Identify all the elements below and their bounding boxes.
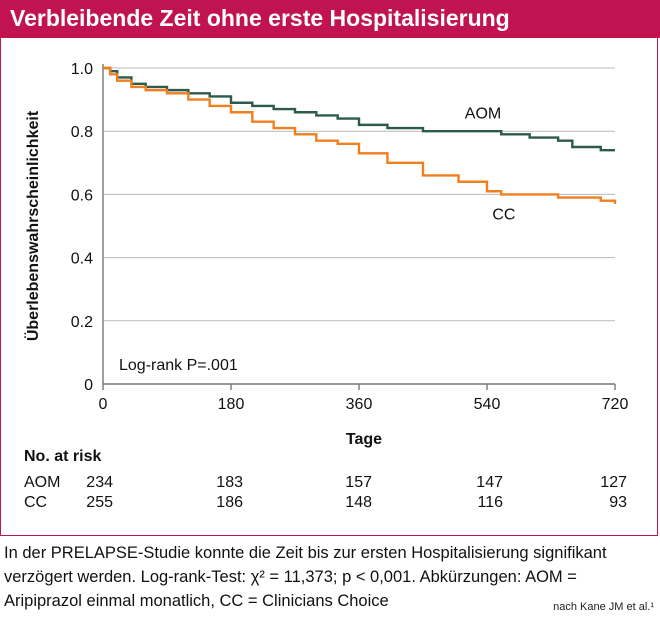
risk-row-aom: AOM 234 183 157 147 127 — [0, 474, 660, 494]
y-tick-label: 1.0 — [71, 61, 93, 78]
x-tick-label: 180 — [218, 396, 245, 413]
series-label-cc: CC — [492, 207, 515, 224]
figure-source: nach Kane JM et al.¹ — [553, 601, 654, 613]
y-axis-label: Überlebenswahrscheinlichkeit — [23, 110, 42, 341]
y-tick-label: 0.8 — [71, 124, 93, 141]
x-tick-label: 540 — [474, 396, 501, 413]
risk-value: 255 — [86, 494, 113, 511]
series-line-cc — [103, 66, 617, 204]
risk-row-cc: CC 255 186 148 116 93 — [0, 494, 660, 514]
series-label-aom: AOM — [465, 106, 501, 123]
figure-header: Verbleibende Zeit ohne erste Hospitalisi… — [0, 0, 660, 38]
risk-value: 147 — [476, 474, 503, 491]
figure-caption: In der PRELAPSE-Studie konnte die Zeit b… — [4, 544, 607, 610]
logrank-annotation: Log-rank P=.001 — [119, 357, 238, 374]
y-tick-label: 0.2 — [71, 314, 93, 331]
risk-value: 186 — [216, 494, 243, 511]
risk-table-title: No. at risk — [24, 448, 102, 465]
risk-row-label: CC — [24, 494, 48, 511]
y-tick-label: 0 — [84, 377, 93, 394]
risk-value: 127 — [600, 474, 627, 491]
y-tick-label: 0.4 — [71, 251, 93, 268]
risk-value: 116 — [477, 494, 503, 511]
risk-row-label: AOM — [24, 474, 61, 491]
y-tick-label: 0.6 — [71, 187, 93, 204]
x-tick-label: 720 — [602, 396, 629, 413]
risk-value: 148 — [345, 494, 372, 511]
risk-value: 157 — [345, 474, 372, 491]
x-tick-label: 360 — [346, 396, 373, 413]
x-axis-label: Tage — [346, 431, 382, 448]
risk-value: 183 — [216, 474, 243, 491]
figure-title: Verbleibende Zeit ohne erste Hospitalisi… — [10, 5, 510, 31]
series-line-aom — [103, 66, 615, 152]
risk-value: 93 — [609, 494, 627, 511]
km-chart: 0 0.2 0.4 0.6 0.8 1.0 0 180 360 540 720 Tage Überleb… — [23, 61, 629, 448]
risk-value: 234 — [86, 474, 113, 491]
x-tick-label: 0 — [99, 396, 108, 413]
